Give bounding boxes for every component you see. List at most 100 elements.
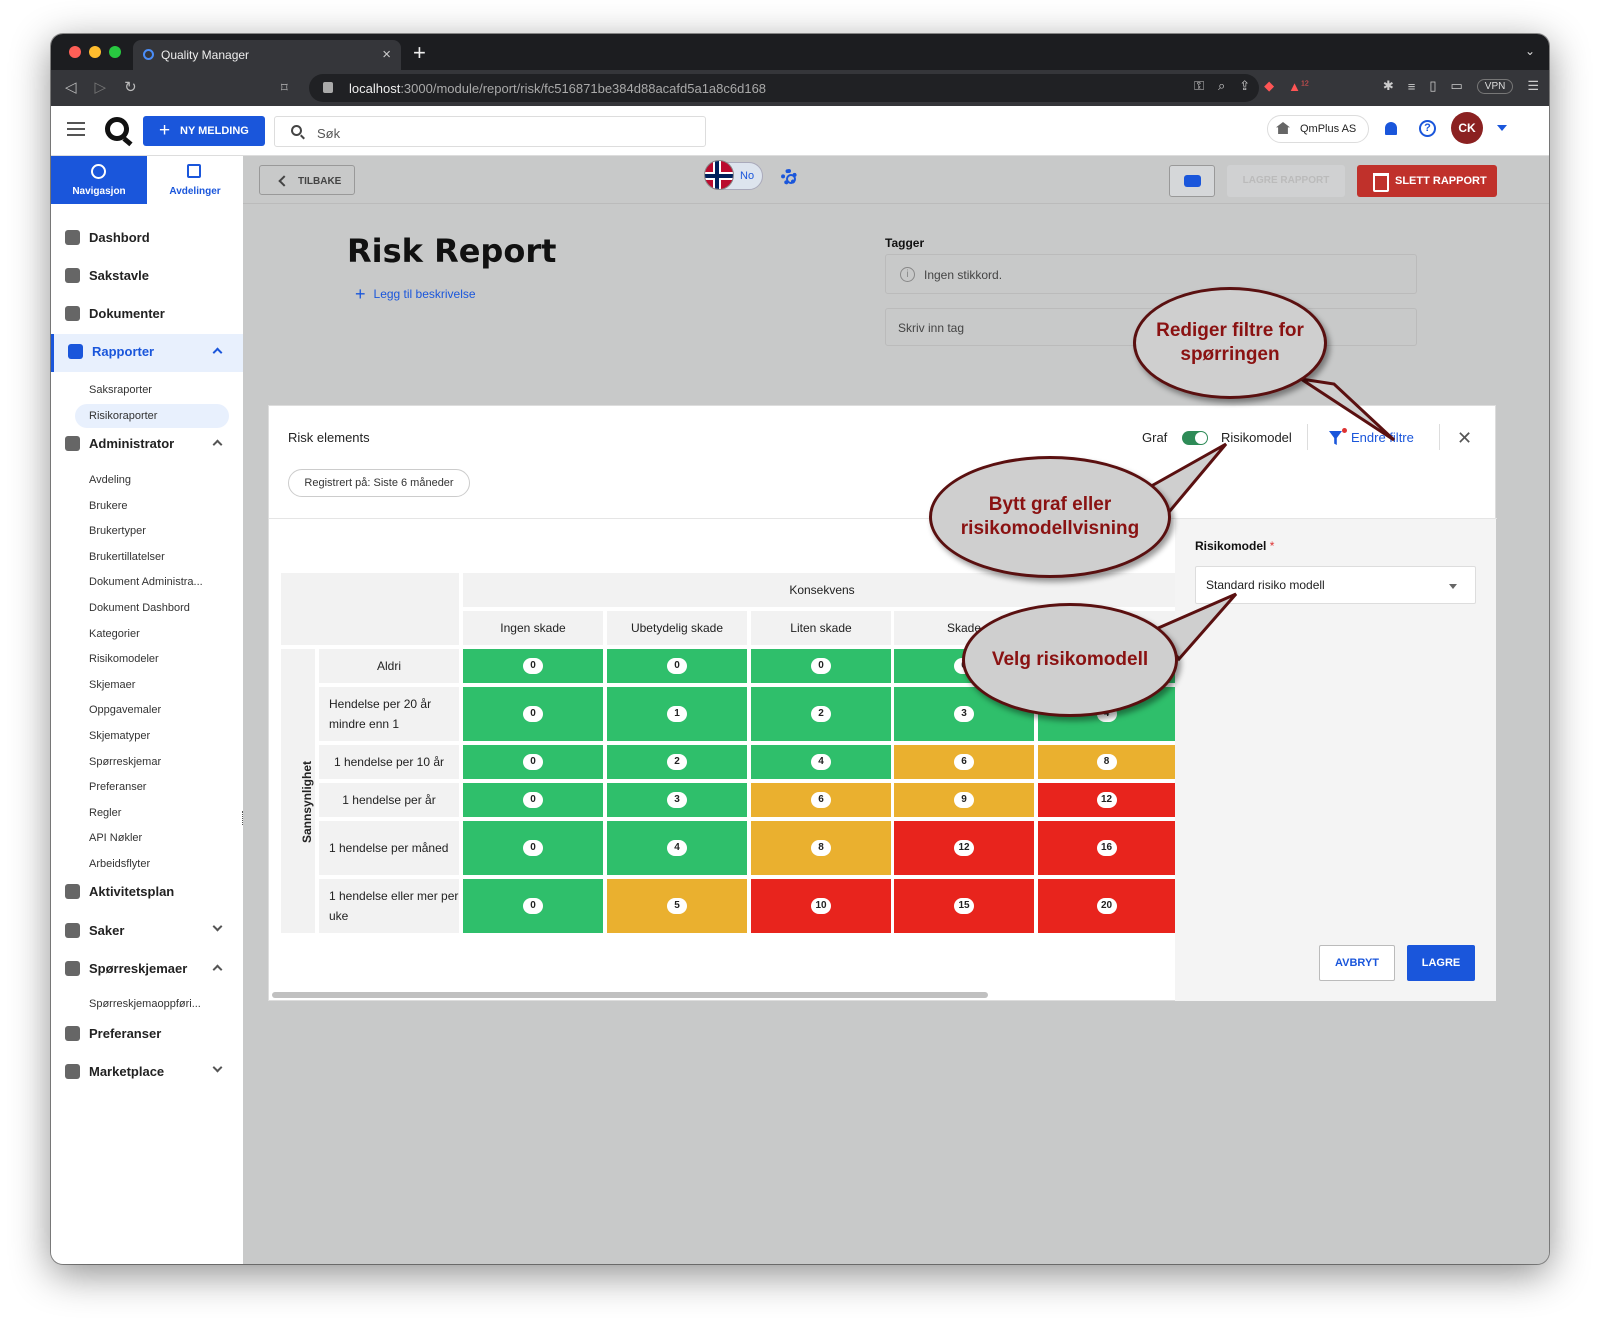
playlist-icon[interactable]: ≡ <box>1407 78 1416 94</box>
gear-icon[interactable] <box>781 169 797 185</box>
matrix-cell[interactable]: 4 <box>607 821 747 875</box>
consequence-header: Konsekvens <box>463 573 1181 607</box>
cell-count-badge: 0 <box>523 754 543 770</box>
share-icon[interactable]: ⇪ <box>1239 78 1251 93</box>
brave-shield-icon[interactable]: ◆ <box>1264 78 1275 93</box>
matrix-cell[interactable]: 16 <box>1038 821 1175 875</box>
matrix-cell[interactable]: 20 <box>1038 879 1175 933</box>
org-chart-icon <box>187 164 201 178</box>
zoom-window-button[interactable] <box>109 46 121 58</box>
rewards-icon[interactable]: ▲12 <box>1288 78 1309 94</box>
matrix-cell[interactable]: 0 <box>463 783 603 817</box>
filter-chip[interactable]: Registrert på: Siste 6 måneder <box>288 469 470 497</box>
required-asterisk: * <box>1269 539 1275 553</box>
matrix-cell[interactable]: 12 <box>894 821 1034 875</box>
url-field[interactable]: ⌑ localhost:3000/module/report/risk/fc51… <box>281 74 1259 102</box>
avatar[interactable]: CK <box>1451 112 1483 144</box>
matrix-cell[interactable]: 5 <box>607 879 747 933</box>
language-selector[interactable]: No <box>704 160 763 190</box>
vpn-button[interactable]: VPN <box>1476 78 1514 94</box>
organization-selector[interactable]: QmPlus AS <box>1267 115 1369 143</box>
matrix-cell[interactable]: 15 <box>894 879 1034 933</box>
menu-icon[interactable]: ☰ <box>1527 78 1539 93</box>
back-icon[interactable]: ◁ <box>65 79 77 96</box>
lock-icon[interactable] <box>323 82 333 93</box>
matrix-cell[interactable]: 10 <box>751 879 891 933</box>
sidebar-item-sporreskjemaer[interactable]: Spørreskjemaer <box>51 951 243 987</box>
close-window-button[interactable] <box>69 46 81 58</box>
horizontal-scrollbar[interactable] <box>272 992 988 998</box>
new-message-button[interactable]: + NY MELDING <box>143 116 265 146</box>
matrix-cell[interactable]: 9 <box>894 783 1034 817</box>
matrix-cell[interactable]: 12 <box>1038 783 1175 817</box>
risk-model-select[interactable]: Standard risiko modell <box>1195 566 1476 604</box>
back-button[interactable]: TILBAKE <box>259 165 355 195</box>
change-filters-button[interactable]: Endre filtre <box>1329 428 1414 445</box>
tab-search-icon[interactable]: ⌄ <box>1524 44 1535 58</box>
zoom-icon[interactable]: ⌕ <box>1217 78 1226 93</box>
help-icon[interactable]: ? <box>1419 120 1436 137</box>
sidebar-item-aktivitetsplan[interactable]: Aktivitetsplan <box>51 874 243 910</box>
forward-icon[interactable]: ▷ <box>94 79 107 96</box>
view-toggle[interactable] <box>1182 431 1208 445</box>
matrix-cell[interactable]: 3 <box>607 783 747 817</box>
sidebar-item-preferanser[interactable]: Preferanser <box>51 1016 243 1052</box>
sidebar-item-marketplace[interactable]: Marketplace <box>51 1054 243 1090</box>
sidebar-item-sakstavle[interactable]: Sakstavle <box>51 258 243 294</box>
new-tab-icon[interactable]: + <box>413 40 426 65</box>
clipboard-icon <box>65 961 80 976</box>
sidebar-toggle-icon[interactable]: ▯ <box>1429 78 1437 93</box>
delete-report-button[interactable]: SLETT RAPPORT <box>1357 165 1497 197</box>
app-logo[interactable] <box>105 117 129 141</box>
save-button[interactable]: LAGRE <box>1407 945 1475 981</box>
window-controls <box>69 46 121 58</box>
avatar-dropdown-icon[interactable] <box>1497 125 1507 131</box>
key-icon[interactable]: ⚿ <box>1194 78 1204 93</box>
matrix-cell[interactable]: 0 <box>607 649 747 683</box>
sidebar-item-administrator[interactable]: Administrator <box>51 426 243 462</box>
matrix-cell[interactable]: 0 <box>463 879 603 933</box>
save-report-button[interactable]: LAGRE RAPPORT <box>1227 165 1345 197</box>
hamburger-menu-icon[interactable] <box>67 122 85 136</box>
add-description-link[interactable]: + Legg til beskrivelse <box>355 284 476 305</box>
close-icon[interactable]: ✕ <box>1457 428 1473 448</box>
matrix-cell[interactable]: 0 <box>463 687 603 741</box>
matrix-cell[interactable]: 0 <box>463 821 603 875</box>
plus-icon: + <box>355 284 366 304</box>
matrix-cell[interactable]: 1 <box>607 687 747 741</box>
address-bar: ◁ ▷ ↻ ⌑ localhost:3000/module/report/ris… <box>51 70 1549 106</box>
browser-tab[interactable]: Quality Manager × <box>133 40 401 70</box>
callout-tails <box>1143 377 1396 662</box>
callout-toggle: Bytt graf eller risikomodellvisning <box>929 456 1171 578</box>
matrix-cell[interactable]: 0 <box>751 649 891 683</box>
matrix-cell[interactable]: 6 <box>894 745 1034 779</box>
bell-icon[interactable] <box>1385 122 1397 135</box>
cancel-button[interactable]: AVBRYT <box>1319 945 1395 981</box>
tab-navigation[interactable]: Navigasjon <box>51 156 147 204</box>
column-header: Ingen skade <box>463 611 603 645</box>
wallet-icon[interactable]: ▭ <box>1450 78 1463 93</box>
matrix-cell[interactable]: 8 <box>751 821 891 875</box>
sidebar-item-dokumenter[interactable]: Dokumenter <box>51 296 243 332</box>
matrix-cell[interactable]: 2 <box>751 687 891 741</box>
matrix-cell[interactable]: 8 <box>1038 745 1175 779</box>
sidebar-item-dashbord[interactable]: Dashbord <box>51 220 243 256</box>
print-button[interactable] <box>1169 165 1215 197</box>
close-tab-icon[interactable]: × <box>382 46 391 63</box>
bookmark-icon[interactable]: ⌑ <box>281 80 288 95</box>
matrix-cell[interactable]: 6 <box>751 783 891 817</box>
extensions-icon[interactable]: ✱ <box>1382 78 1394 93</box>
cell-count-badge: 2 <box>667 754 687 770</box>
reload-icon[interactable]: ↻ <box>124 79 137 96</box>
matrix-cell[interactable]: 0 <box>463 745 603 779</box>
graph-label: Graf <box>1142 430 1168 445</box>
matrix-cell[interactable]: 4 <box>751 745 891 779</box>
tab-departments[interactable]: Avdelinger <box>147 156 243 204</box>
cell-count-badge: 9 <box>954 792 974 808</box>
search-input[interactable]: Søk <box>274 116 706 147</box>
minimize-window-button[interactable] <box>89 46 101 58</box>
sidebar-item-saker[interactable]: Saker <box>51 913 243 949</box>
matrix-cell[interactable]: 2 <box>607 745 747 779</box>
sidebar-item-rapporter[interactable]: Rapporter <box>51 334 243 372</box>
matrix-cell[interactable]: 0 <box>463 649 603 683</box>
